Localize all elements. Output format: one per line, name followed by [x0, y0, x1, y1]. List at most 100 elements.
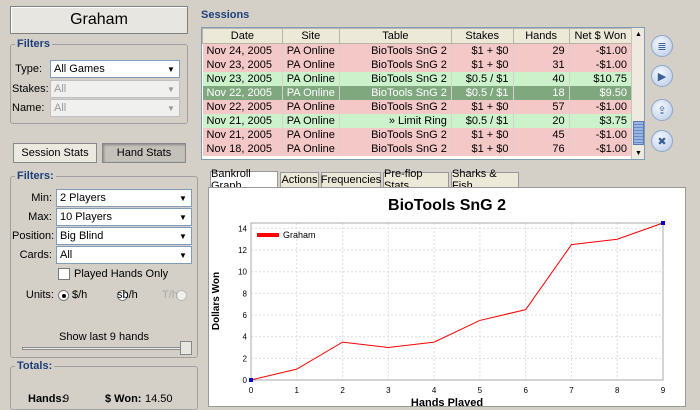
sessions-scrollbar[interactable]: ▲ ▼	[631, 28, 644, 159]
table-cell: $1 + $0	[451, 99, 514, 114]
table-cell: $9.50	[569, 85, 633, 100]
type-select[interactable]: All Games ▼	[50, 60, 180, 78]
table-row[interactable]: Nov 22, 2005 PA Online BioTools SnG 2 $1 + …	[202, 99, 633, 114]
graph-panel: BioTools SnG 2 0 1 2 3 4 5 6 7 8 9 0 2 4 6 8 10 12 14 Hands…	[208, 187, 686, 407]
graph-tab[interactable]: Actions	[280, 172, 319, 187]
play-icon[interactable]: ▶	[651, 65, 673, 87]
type-value: All Games	[54, 63, 105, 75]
x-tick-label: 1	[295, 386, 300, 395]
y-tick-label: 8	[243, 289, 248, 298]
table-row[interactable]: Nov 24, 2005 PA Online BioTools SnG 2 $1 + …	[202, 43, 633, 58]
hands-total-value: 9	[63, 393, 70, 405]
chart-title: BioTools SnG 2	[388, 197, 506, 214]
hands-slider-track[interactable]	[22, 347, 192, 350]
plot-area	[250, 222, 664, 381]
y-tick-label: 4	[243, 333, 248, 342]
min-label: Min:	[31, 192, 52, 204]
graph-tab[interactable]: Bankroll Graph	[210, 168, 278, 192]
table-cell: $1 + $0	[451, 57, 514, 72]
x-tick-label: 5	[478, 386, 483, 395]
sessions-table[interactable]: Date Site Table Stakes Hands Net $ Won Nov 24…	[201, 27, 645, 160]
stakes-label: Stakes:	[12, 83, 49, 95]
type-label: Type:	[15, 63, 42, 75]
hands-total-label: Hands:	[28, 393, 66, 405]
units-label: Units:	[25, 289, 54, 301]
x-tick-label: 2	[340, 386, 345, 395]
table-cell: $10.75	[569, 71, 633, 86]
unit-sb-label: sb/h	[117, 289, 138, 301]
graph-tab[interactable]: Sharks & Fish	[451, 168, 519, 192]
session-stats-button[interactable]: Session Stats	[13, 143, 97, 163]
graph-tab[interactable]: Pre-flop Stats	[383, 168, 449, 192]
cards-select[interactable]: All ▼	[56, 246, 192, 264]
hand-stats-button[interactable]: Hand Stats	[102, 143, 186, 163]
trash-icon[interactable]: ✖	[651, 130, 673, 152]
table-cell: PA Online	[282, 57, 340, 72]
player-name: Graham	[10, 6, 188, 34]
table-row[interactable]: Nov 18, 2005 PA Online BioTools SnG 2 $1 + …	[202, 141, 633, 156]
sessions-title: Sessions	[201, 9, 250, 21]
table-cell: 20	[513, 113, 570, 128]
position-select[interactable]: Big Blind ▼	[56, 227, 192, 245]
name-select[interactable]: All ▼	[50, 99, 180, 117]
played-hands-checkbox[interactable]	[58, 268, 70, 280]
y-tick-label: 6	[243, 311, 248, 320]
x-tick-label: 8	[615, 386, 620, 395]
table-row[interactable]: Nov 21, 2005 PA Online BioTools SnG 2 $1 + …	[202, 127, 633, 142]
x-tick-label: 4	[432, 386, 437, 395]
table-cell: PA Online	[282, 113, 340, 128]
scroll-thumb[interactable]	[633, 121, 644, 145]
legend-label: Graham	[283, 230, 316, 240]
hands-slider-handle[interactable]	[180, 341, 192, 355]
table-cell: -$1.00	[569, 127, 633, 142]
table-cell: Nov 22, 2005	[202, 99, 283, 114]
stakes-select[interactable]: All ▼	[50, 80, 180, 98]
table-cell: 76	[513, 141, 570, 156]
column-header[interactable]: Net $ Won	[568, 28, 633, 44]
table-cell: BioTools SnG 2	[339, 43, 452, 58]
export-icon[interactable]: ⇪	[651, 99, 673, 121]
table-cell: $0.5 / $1	[451, 113, 514, 128]
x-tick-label: 9	[661, 386, 666, 395]
graph-tab[interactable]: Frequencies	[320, 172, 382, 187]
name-label: Name:	[12, 102, 45, 114]
unit-t-label: T/h	[162, 289, 178, 301]
x-tick-label: 6	[523, 386, 528, 395]
cards-value: All	[60, 249, 73, 261]
unit-dollars-radio[interactable]	[58, 289, 69, 301]
chevron-down-icon: ▼	[167, 84, 175, 94]
chevron-down-icon: ▼	[167, 64, 175, 74]
table-cell: 18	[513, 85, 570, 100]
table-cell: Nov 23, 2005	[202, 57, 283, 72]
column-header[interactable]: Date	[202, 28, 283, 44]
table-cell: $1 + $0	[451, 43, 514, 58]
chevron-down-icon: ▼	[179, 250, 187, 260]
column-header[interactable]: Stakes	[450, 28, 514, 44]
table-row[interactable]: Nov 21, 2005 PA Online» Limit Ring $0.5 / …	[202, 113, 633, 128]
table-cell: » Limit Ring	[339, 113, 452, 128]
max-players-value: 10 Players	[60, 211, 112, 223]
table-cell: BioTools SnG 2	[339, 71, 452, 86]
list-icon[interactable]: ≣	[651, 35, 673, 57]
unit-t-radio[interactable]	[176, 289, 188, 301]
scroll-down-icon[interactable]: ▼	[635, 149, 642, 157]
column-header[interactable]: Hands	[512, 28, 570, 44]
chevron-down-icon: ▼	[179, 193, 187, 203]
stakes-value: All	[54, 83, 67, 95]
table-cell: Nov 21, 2005	[202, 113, 283, 128]
table-row[interactable]: Nov 23, 2005 PA Online BioTools SnG 2 $0.5 …	[202, 71, 633, 86]
min-players-select[interactable]: 2 Players ▼	[56, 189, 192, 207]
x-tick-label: 3	[386, 386, 391, 395]
table-cell: 31	[513, 57, 570, 72]
table-row[interactable]: Nov 23, 2005 PA Online BioTools SnG 2 $1 + …	[202, 57, 633, 72]
table-cell: PA Online	[282, 141, 340, 156]
table-row[interactable]: Nov 22, 2005 PA Online BioTools SnG 2 $0.5 …	[202, 85, 633, 100]
table-cell: PA Online	[282, 71, 340, 86]
y-tick-label: 14	[238, 224, 247, 233]
scroll-up-icon[interactable]: ▲	[635, 30, 642, 38]
column-header[interactable]: Site	[281, 28, 340, 44]
unit-sb-radio[interactable]	[117, 289, 129, 301]
column-header[interactable]: Table	[338, 28, 452, 44]
series-line	[250, 222, 664, 381]
max-players-select[interactable]: 10 Players ▼	[56, 208, 192, 226]
